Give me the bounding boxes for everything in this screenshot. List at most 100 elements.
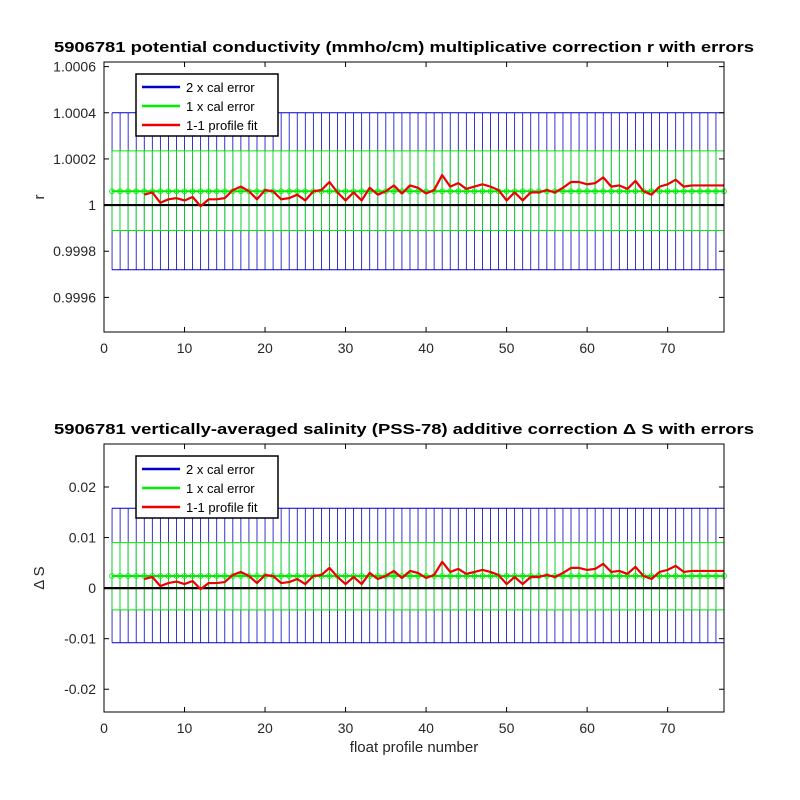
fit-level-point [439, 573, 446, 579]
fit-level-point [181, 188, 188, 195]
y-tick-label: 1.0002 [53, 151, 96, 167]
fit-level-point [447, 573, 454, 579]
fit-level-point [680, 573, 687, 579]
fit-level-point [616, 573, 623, 579]
fit-level-point [125, 188, 132, 195]
legend: 2 x cal error 1 x cal error 1-1 profile fi… [135, 455, 279, 519]
fit-level-point [189, 188, 196, 195]
fit-level-point [213, 188, 220, 195]
fit-level-point [584, 573, 590, 579]
fit-level-point [254, 188, 260, 195]
x-tick-label: 0 [100, 340, 108, 356]
fit-level-point [133, 573, 140, 579]
fit-level-point [391, 573, 397, 579]
fit-level-point [576, 573, 582, 579]
fit-level-point [439, 188, 446, 195]
fit-level-point [342, 188, 349, 195]
fit-level-point [238, 573, 244, 579]
fit-level-point [592, 188, 599, 195]
chart-panel-1: 0 10 20 30 40 50 60 70 0.9996 0.9998 1 1.0002 1.0004… [31, 39, 754, 356]
fit-level-point [672, 188, 679, 195]
x-axis-label: float profile number [350, 739, 478, 756]
x-axis: 0 10 20 30 40 50 60 70 [100, 444, 676, 736]
y-tick-label: 0.01 [69, 530, 96, 546]
fit-level-point [503, 188, 510, 195]
y-tick-label: 0.9996 [53, 289, 96, 305]
fit-level-point [391, 188, 397, 195]
fit-level-point [157, 188, 164, 195]
fit-level-point [173, 573, 180, 579]
fit-level-point [278, 188, 284, 195]
fit-level-point [632, 573, 639, 579]
x-tick-label: 70 [660, 340, 676, 356]
chart-title: 5906781 potential conductivity (mmho/cm)… [54, 39, 754, 56]
x-tick-label: 50 [499, 340, 515, 356]
x-tick-label: 60 [579, 720, 595, 736]
fit-level-point [197, 573, 204, 579]
x-tick-label: 10 [177, 720, 193, 736]
fit-level-point [213, 573, 220, 579]
fit-level-point [495, 188, 502, 195]
legend-entry: 1-1 profile fit [186, 500, 258, 515]
x-tick-label: 30 [338, 340, 354, 356]
fit-level-point [407, 188, 413, 195]
fit-level-point [455, 573, 462, 579]
fit-level-point [302, 188, 309, 195]
fit-level-point [342, 573, 349, 579]
fit-level-point [197, 188, 204, 195]
axes-frame [103, 61, 725, 333]
fit-level-point [576, 188, 582, 195]
fit-level-point [568, 188, 574, 195]
fit-level-point [455, 188, 462, 195]
x-tick-label: 70 [660, 720, 676, 736]
fit-level-point [608, 573, 615, 579]
y-axis: -0.02 -0.01 0 0.01 0.02 [64, 479, 724, 697]
axes-frame [103, 443, 725, 713]
x-tick-label: 30 [338, 720, 354, 736]
fit-level-point [221, 188, 228, 195]
fit-level-point [592, 573, 599, 579]
fit-level-point [568, 573, 574, 579]
y-tick-label: 1.0004 [53, 105, 96, 121]
fit-level-point [133, 188, 140, 195]
fit-level-point [407, 573, 413, 579]
y-axis: 0.9996 0.9998 1 1.0002 1.0004 1.0006 [53, 59, 724, 305]
y-tick-label: 1 [88, 197, 96, 213]
fit-level-point [600, 188, 607, 195]
fit-level-point [358, 573, 365, 579]
x-tick-label: 40 [418, 340, 434, 356]
fit-level-point [705, 573, 711, 579]
fit-level-point [487, 573, 494, 579]
fit-level-point [519, 573, 526, 579]
fit-level-point [238, 188, 244, 195]
fit-level-point [189, 573, 196, 579]
fit-level-point [664, 188, 671, 195]
x-tick-label: 0 [100, 720, 108, 736]
fit-level-point [584, 188, 590, 195]
fit-level-point [117, 188, 123, 195]
fit-level-point [221, 573, 228, 579]
y-axis-label: Δ S [31, 566, 48, 589]
fit-level-point [302, 573, 309, 579]
y-tick-label: 0.02 [69, 479, 96, 495]
x-tick-label: 20 [257, 720, 273, 736]
profile-fit-line [143, 173, 724, 208]
fit-level-point [479, 573, 486, 579]
fit-level-point [608, 188, 615, 195]
y-tick-label: 1.0006 [53, 59, 96, 75]
fit-level-point [713, 188, 719, 195]
fit-level-point [713, 573, 719, 579]
legend-entry: 1 x cal error [186, 481, 255, 496]
y-axis-label: r [31, 195, 48, 200]
fit-level-point [656, 188, 663, 195]
profile-fit-line [143, 560, 724, 591]
fit-level-point [165, 573, 172, 579]
x-tick-label: 50 [499, 720, 515, 736]
fit-level-point [109, 573, 115, 579]
fit-level-point [680, 188, 687, 195]
x-tick-label: 60 [579, 340, 595, 356]
fit-level-point [286, 188, 293, 195]
fit-level-point [358, 188, 365, 195]
fit-level-point [616, 188, 623, 195]
fit-level-point [471, 188, 478, 195]
